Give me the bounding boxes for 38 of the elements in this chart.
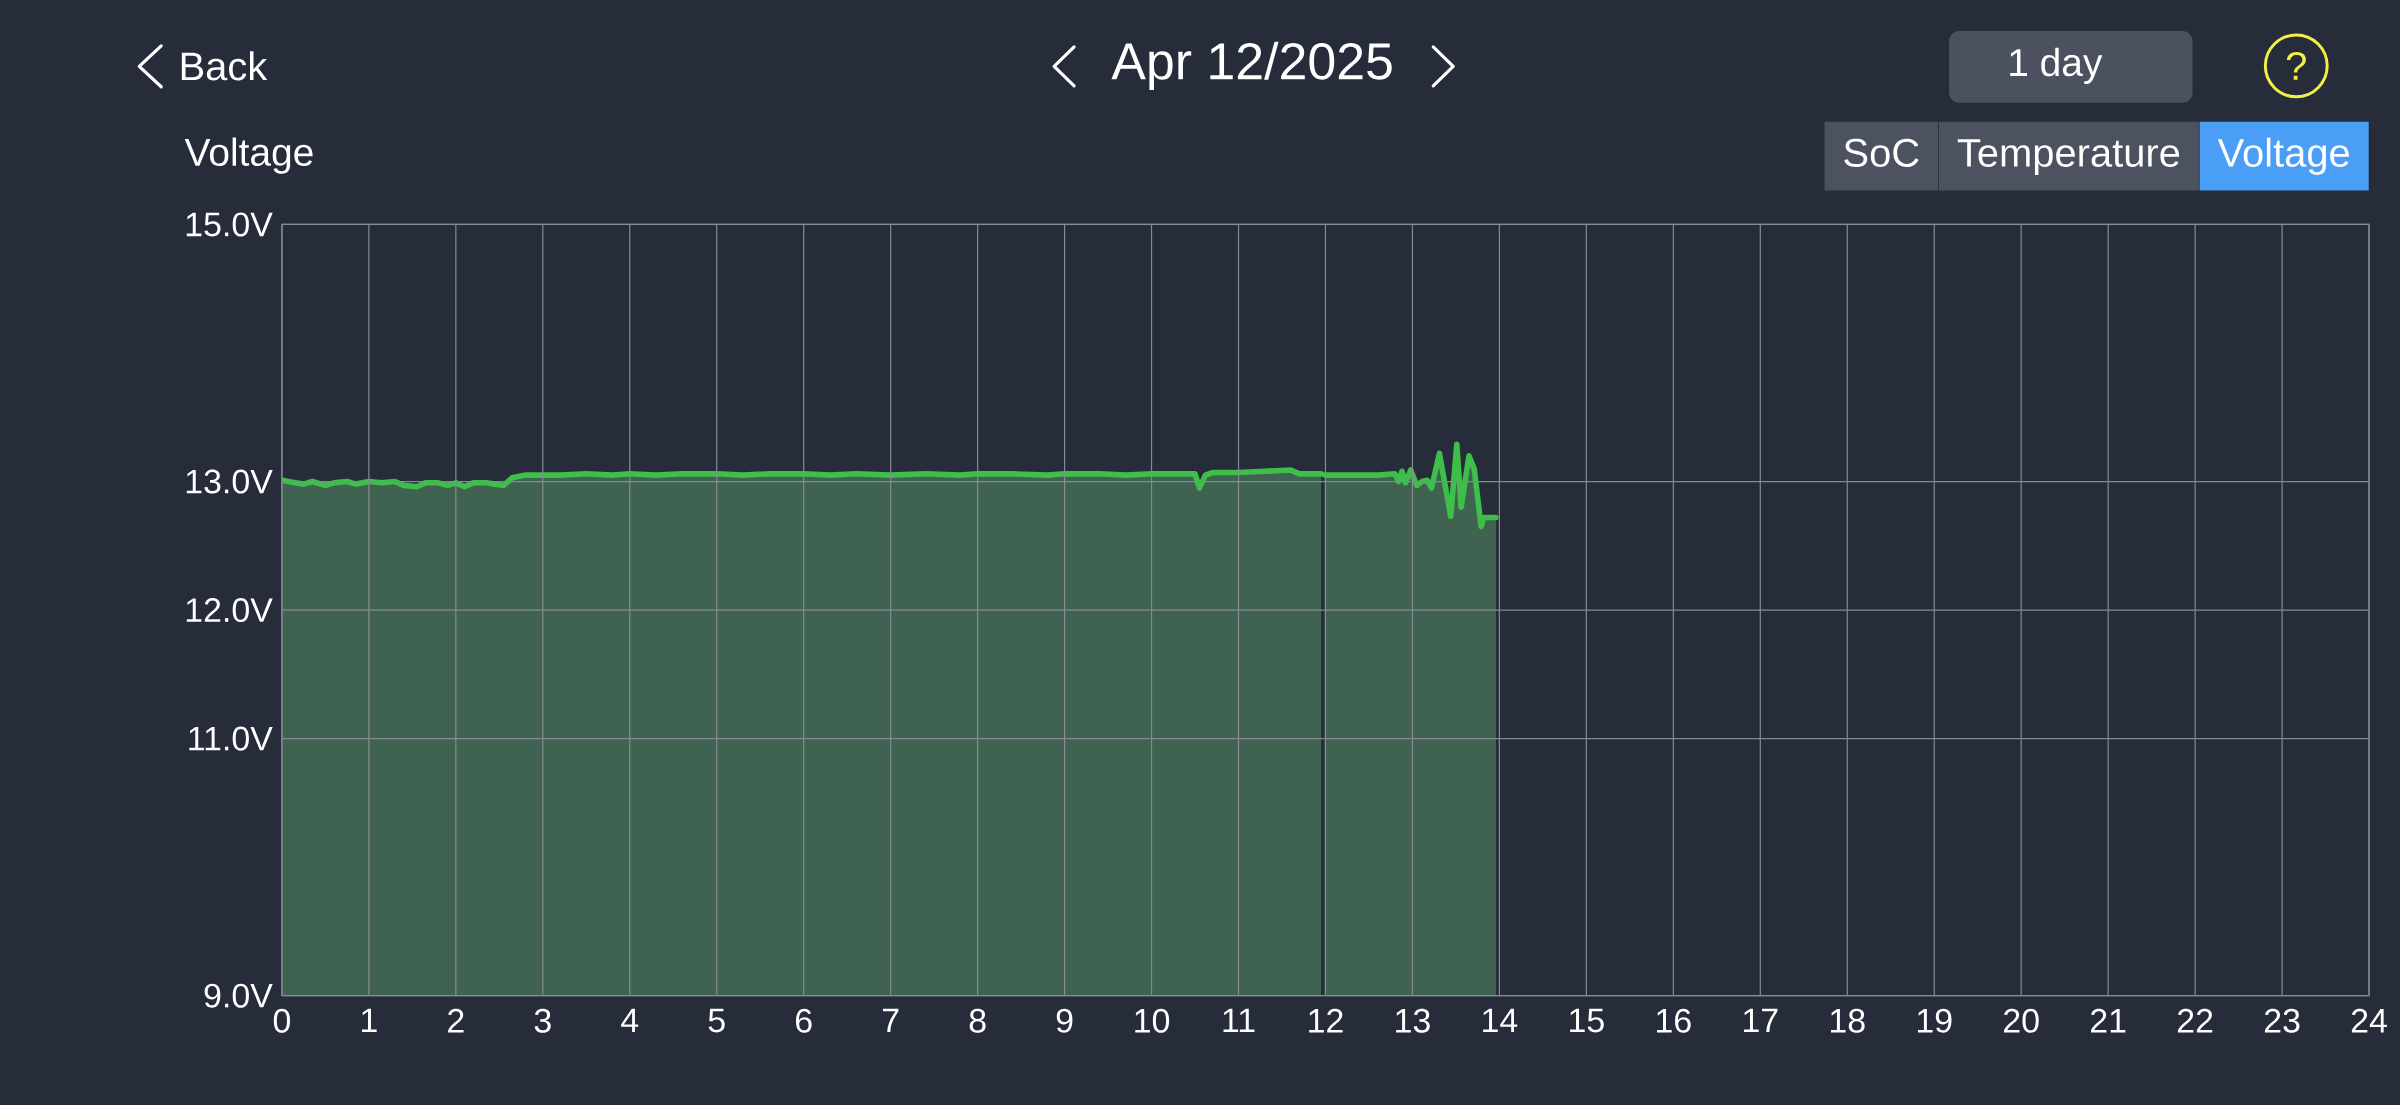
x-tick-label: 4 <box>621 1008 639 1032</box>
x-tick-label: 8 <box>969 1008 986 1033</box>
y-tick-label: 12.0V <box>186 597 273 622</box>
x-tick-label: 10 <box>1135 1008 1170 1033</box>
x-tick-label: 14 <box>1483 1008 1518 1032</box>
x-tick-label: 5 <box>708 1008 725 1033</box>
x-tick-label: 22 <box>2177 1008 2213 1033</box>
x-tick-label: 15 <box>1570 1008 1604 1033</box>
text: ? <box>2286 51 2306 80</box>
y-tick-label: 15.0V <box>186 212 273 237</box>
text: SoC <box>1844 138 1919 167</box>
text: Temperature <box>1957 138 2180 175</box>
x-tick-label: 17 <box>1744 1008 1778 1032</box>
y-tick-label: 13.0V <box>186 469 273 494</box>
text: Voltage <box>2217 137 2349 175</box>
x-tick-label: 21 <box>2091 1008 2126 1033</box>
x-tick-label: 9 <box>1056 1008 1073 1033</box>
x-tick-label: 6 <box>795 1008 812 1033</box>
y-tick-label: 9.0V <box>204 983 273 1008</box>
x-tick-label: 19 <box>1917 1008 1952 1033</box>
x-tick-label: 2 <box>448 1008 464 1033</box>
x-tick-label: 20 <box>2004 1008 2039 1033</box>
text: 1 day <box>2010 47 2103 84</box>
x-tick-label: 1 <box>362 1008 377 1032</box>
x-tick-label: 12 <box>1309 1008 1343 1033</box>
x-tick-label: 7 <box>882 1008 899 1032</box>
y-axis-title: Voltage <box>184 137 313 174</box>
x-tick-label: 24 <box>2351 1008 2387 1033</box>
text: Back <box>181 50 268 81</box>
y-tick-label: 11.0V <box>189 726 273 751</box>
x-tick-label: 0 <box>273 1008 291 1033</box>
x-tick-label: 13 <box>1396 1008 1430 1033</box>
x-tick-label: 23 <box>2264 1008 2300 1033</box>
chart-title: Apr 12/2025 <box>1111 41 1392 90</box>
x-tick-label: 16 <box>1657 1008 1691 1033</box>
x-tick-label: 18 <box>1830 1008 1865 1033</box>
x-tick-label: 3 <box>534 1008 551 1033</box>
x-tick-label: 11 <box>1223 1008 1255 1032</box>
